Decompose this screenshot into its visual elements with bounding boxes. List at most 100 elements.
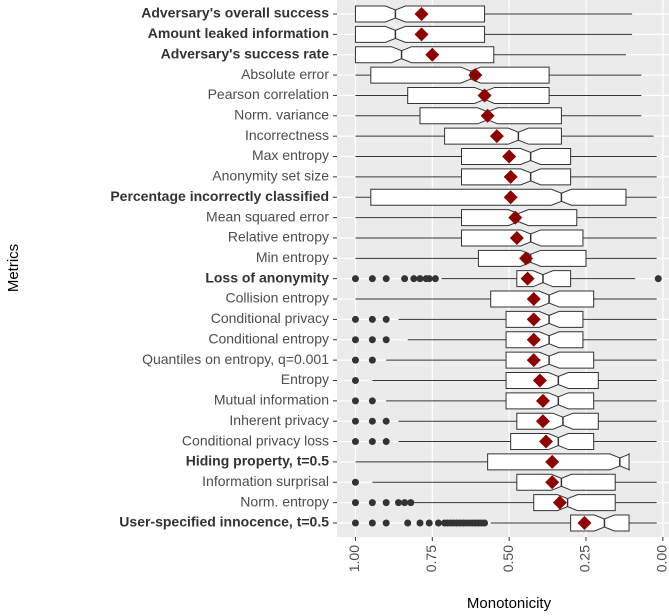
y-tick-label: Min entropy <box>256 249 329 265</box>
outlier <box>425 275 433 283</box>
y-tick-label: Relative entropy <box>228 229 329 245</box>
y-tick-label: Pearson correlation <box>208 86 329 102</box>
outlier <box>368 417 376 425</box>
mean-marker <box>414 7 429 21</box>
y-tick-label: Absolute error <box>241 66 329 82</box>
y-tick-label: Entropy <box>281 371 329 387</box>
outlier <box>368 336 376 344</box>
mean-marker <box>535 393 550 408</box>
outlier <box>434 519 442 527</box>
outlier <box>351 478 359 486</box>
box <box>516 473 616 491</box>
mean-marker <box>414 27 429 42</box>
outlier <box>416 519 424 527</box>
y-tick-label: Anonymity set size <box>212 168 329 184</box>
box <box>505 310 584 328</box>
outlier <box>351 336 359 344</box>
x-axis-title: Monotonicity <box>467 595 552 612</box>
outlier <box>368 519 376 527</box>
outlier <box>368 275 376 283</box>
outlier <box>351 417 359 425</box>
mean-marker <box>489 129 504 144</box>
box <box>516 412 599 430</box>
outlier <box>416 275 424 283</box>
mean-marker <box>526 292 541 307</box>
y-tick-label: Conditional privacy loss <box>182 432 329 448</box>
mean-marker <box>477 88 492 103</box>
mean-marker <box>552 495 567 510</box>
mean-marker <box>545 454 560 469</box>
y-tick-label: Incorrectness <box>245 127 329 143</box>
y-tick-label: Conditional entropy <box>208 330 329 346</box>
y-tick-label: Norm. variance <box>234 107 329 123</box>
x-tick-label: 0.50 <box>500 545 516 572</box>
mean-marker <box>480 108 495 123</box>
outlier <box>382 336 390 344</box>
box <box>533 494 616 512</box>
outlier <box>351 397 359 405</box>
y-tick-label: Hiding property, t=0.5 <box>186 453 329 469</box>
y-tick-label: Inherent privacy <box>229 412 329 428</box>
outlier <box>382 499 390 507</box>
mean-marker <box>526 332 541 347</box>
mean-marker <box>502 149 517 164</box>
outlier <box>351 499 359 507</box>
outlier <box>368 356 376 364</box>
y-tick-label: Norm. entropy <box>240 493 329 509</box>
outlier <box>401 275 409 283</box>
mean-marker <box>532 373 547 388</box>
outlier <box>382 275 390 283</box>
outlier <box>425 519 433 527</box>
outlier <box>654 275 662 283</box>
outlier <box>351 275 359 283</box>
outlier <box>407 499 415 507</box>
box <box>505 331 584 349</box>
outlier <box>368 315 376 323</box>
outlier <box>351 356 359 364</box>
mean-marker <box>425 47 440 62</box>
mean-marker <box>577 516 592 530</box>
y-tick-label: Amount leaked information <box>148 25 329 41</box>
y-tick-label: Adversary's success rate <box>161 45 330 61</box>
box <box>505 371 599 389</box>
y-axis-title: Metrics <box>5 244 22 292</box>
y-tick-label: Quantiles on entropy, q=0.001 <box>142 351 329 367</box>
y-tick-label: User-specified innocence, t=0.5 <box>119 514 329 530</box>
y-tick-label: Max entropy <box>252 147 329 163</box>
outlier <box>481 519 489 527</box>
mean-marker <box>519 251 534 266</box>
y-tick-label: Mutual information <box>214 392 329 408</box>
mean-marker <box>508 210 523 225</box>
x-tick-label: 1.00 <box>346 545 362 572</box>
outlier <box>404 519 412 527</box>
mean-marker <box>520 271 535 286</box>
outlier <box>368 499 376 507</box>
outlier <box>351 438 359 446</box>
y-tick-label: Information surprisal <box>202 473 329 489</box>
outlier <box>368 438 376 446</box>
box <box>354 46 495 64</box>
outlier <box>431 275 439 283</box>
mean-marker <box>509 230 524 245</box>
outlier <box>410 275 418 283</box>
outlier <box>351 315 359 323</box>
outlier <box>368 397 376 405</box>
y-tick-label: Percentage incorrectly classified <box>110 188 329 204</box>
mean-marker <box>539 434 554 449</box>
outlier <box>382 438 390 446</box>
box <box>370 66 550 84</box>
y-tick-label: Mean squared error <box>206 208 329 224</box>
box <box>370 188 627 206</box>
outlier <box>382 519 390 527</box>
y-tick-label: Loss of anonymity <box>205 269 329 285</box>
outlier <box>351 376 359 384</box>
y-tick-label: Collision entropy <box>226 290 330 306</box>
outlier <box>401 499 409 507</box>
mean-marker <box>535 414 550 429</box>
mean-marker <box>503 169 518 184</box>
mean-marker <box>526 312 541 327</box>
mean-marker <box>545 475 560 490</box>
y-tick-label: Conditional privacy <box>211 310 329 326</box>
y-tick-label: Adversary's overall success <box>141 5 329 21</box>
